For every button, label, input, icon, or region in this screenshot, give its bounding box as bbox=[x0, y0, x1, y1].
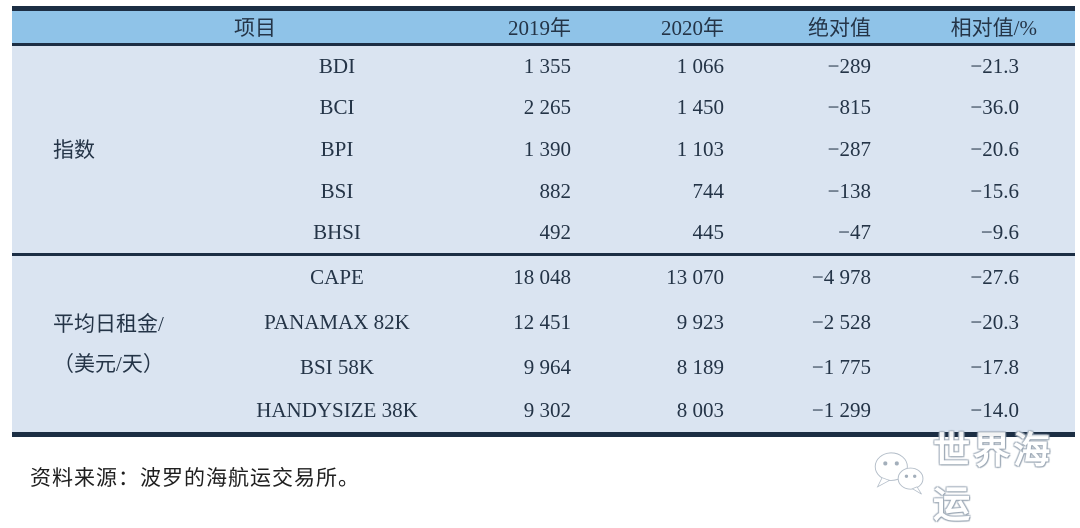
cell-absolute: −1 299 bbox=[811, 398, 871, 423]
group-label-daily-rate: 平均日租金/ （美元/天） bbox=[12, 255, 202, 435]
cell-2020: 1 450 bbox=[676, 95, 724, 119]
cell-relative: −27.6 bbox=[970, 265, 1019, 290]
cell-relative: −20.6 bbox=[970, 137, 1019, 161]
cell-2019: 18 048 bbox=[513, 265, 571, 290]
wechat-icon bbox=[874, 452, 924, 495]
cell-absolute: −2 528 bbox=[811, 309, 871, 334]
col-header-relative: 相对值/% bbox=[950, 16, 1037, 40]
cell-relative: −17.8 bbox=[970, 354, 1019, 379]
cell-2019: 9 964 bbox=[523, 354, 571, 379]
cell-absolute: −289 bbox=[827, 53, 871, 78]
table-row: 指数 BDI 1 355 1 066 −289 −21.3 bbox=[12, 44, 1075, 162]
header-row: 项目 2019年 2020年 绝对值 相对值/% bbox=[12, 8, 1075, 45]
col-header-2019: 2019年 bbox=[508, 16, 571, 40]
cell-relative: −21.3 bbox=[970, 53, 1019, 78]
shipping-index-table: 项目 2019年 2020年 绝对值 相对值/% 指数 BDI 1 355 1 … bbox=[12, 6, 1075, 437]
cell-2020: 1 066 bbox=[676, 53, 724, 78]
cell-2020: 744 bbox=[692, 179, 725, 203]
cell-2019: 12 451 bbox=[513, 309, 571, 334]
cell-relative: −9.6 bbox=[980, 220, 1019, 245]
cell-absolute: −287 bbox=[827, 137, 871, 161]
cell-item: CAPE bbox=[310, 265, 364, 290]
table-row: 平均日租金/ （美元/天） CAPE 18 048 13 070 −4 978 … bbox=[12, 254, 1075, 376]
cell-2019: 882 bbox=[539, 179, 572, 203]
cell-2020: 1 103 bbox=[676, 137, 724, 161]
cell-item: BSI 58K bbox=[299, 354, 375, 379]
source-note: 资料来源：波罗的海航运交易所。 bbox=[30, 466, 360, 490]
cell-item: BHSI bbox=[313, 220, 361, 245]
cell-2019: 9 302 bbox=[523, 398, 571, 423]
cell-item: BDI bbox=[318, 53, 356, 78]
cell-relative: −14.0 bbox=[970, 398, 1019, 423]
cell-2019: 2 265 bbox=[523, 95, 571, 119]
col-header-item: 项目 bbox=[234, 16, 276, 40]
cell-item: BPI bbox=[320, 137, 354, 161]
cell-absolute: −1 775 bbox=[811, 354, 871, 379]
cell-2020: 445 bbox=[692, 220, 725, 245]
cell-absolute: −138 bbox=[827, 179, 871, 203]
cell-2019: 1 390 bbox=[523, 137, 571, 161]
cell-relative: −36.0 bbox=[970, 95, 1019, 119]
cell-relative: −15.6 bbox=[970, 179, 1019, 203]
cell-2020: 8 189 bbox=[676, 354, 724, 379]
cell-item: HANDYSIZE 38K bbox=[256, 398, 418, 423]
col-header-absolute: 绝对值 bbox=[808, 16, 871, 40]
cell-item: BSI bbox=[320, 179, 354, 203]
cell-absolute: −815 bbox=[827, 95, 871, 119]
cell-item: PANAMAX 82K bbox=[264, 309, 410, 334]
cell-2020: 9 923 bbox=[676, 309, 724, 334]
cell-2020: 8 003 bbox=[676, 398, 724, 423]
cell-2020: 13 070 bbox=[666, 265, 724, 290]
cell-relative: −20.3 bbox=[970, 309, 1019, 334]
group-label-text: 指数 bbox=[53, 137, 95, 162]
col-header-2020: 2020年 bbox=[661, 16, 724, 40]
data-table: 项目 2019年 2020年 绝对值 相对值/% 指数 BDI 1 355 1 … bbox=[12, 6, 1075, 437]
cell-2019: 1 355 bbox=[523, 53, 571, 78]
group-label-index: 指数 bbox=[12, 45, 202, 255]
cell-2019: 492 bbox=[539, 220, 572, 245]
cell-absolute: −4 978 bbox=[811, 265, 871, 290]
group-label-text: 平均日租金/ bbox=[53, 312, 164, 336]
cell-absolute: −47 bbox=[838, 220, 871, 245]
cell-item: BCI bbox=[319, 95, 355, 119]
group-label-text-line2: （美元/天） bbox=[53, 352, 164, 376]
